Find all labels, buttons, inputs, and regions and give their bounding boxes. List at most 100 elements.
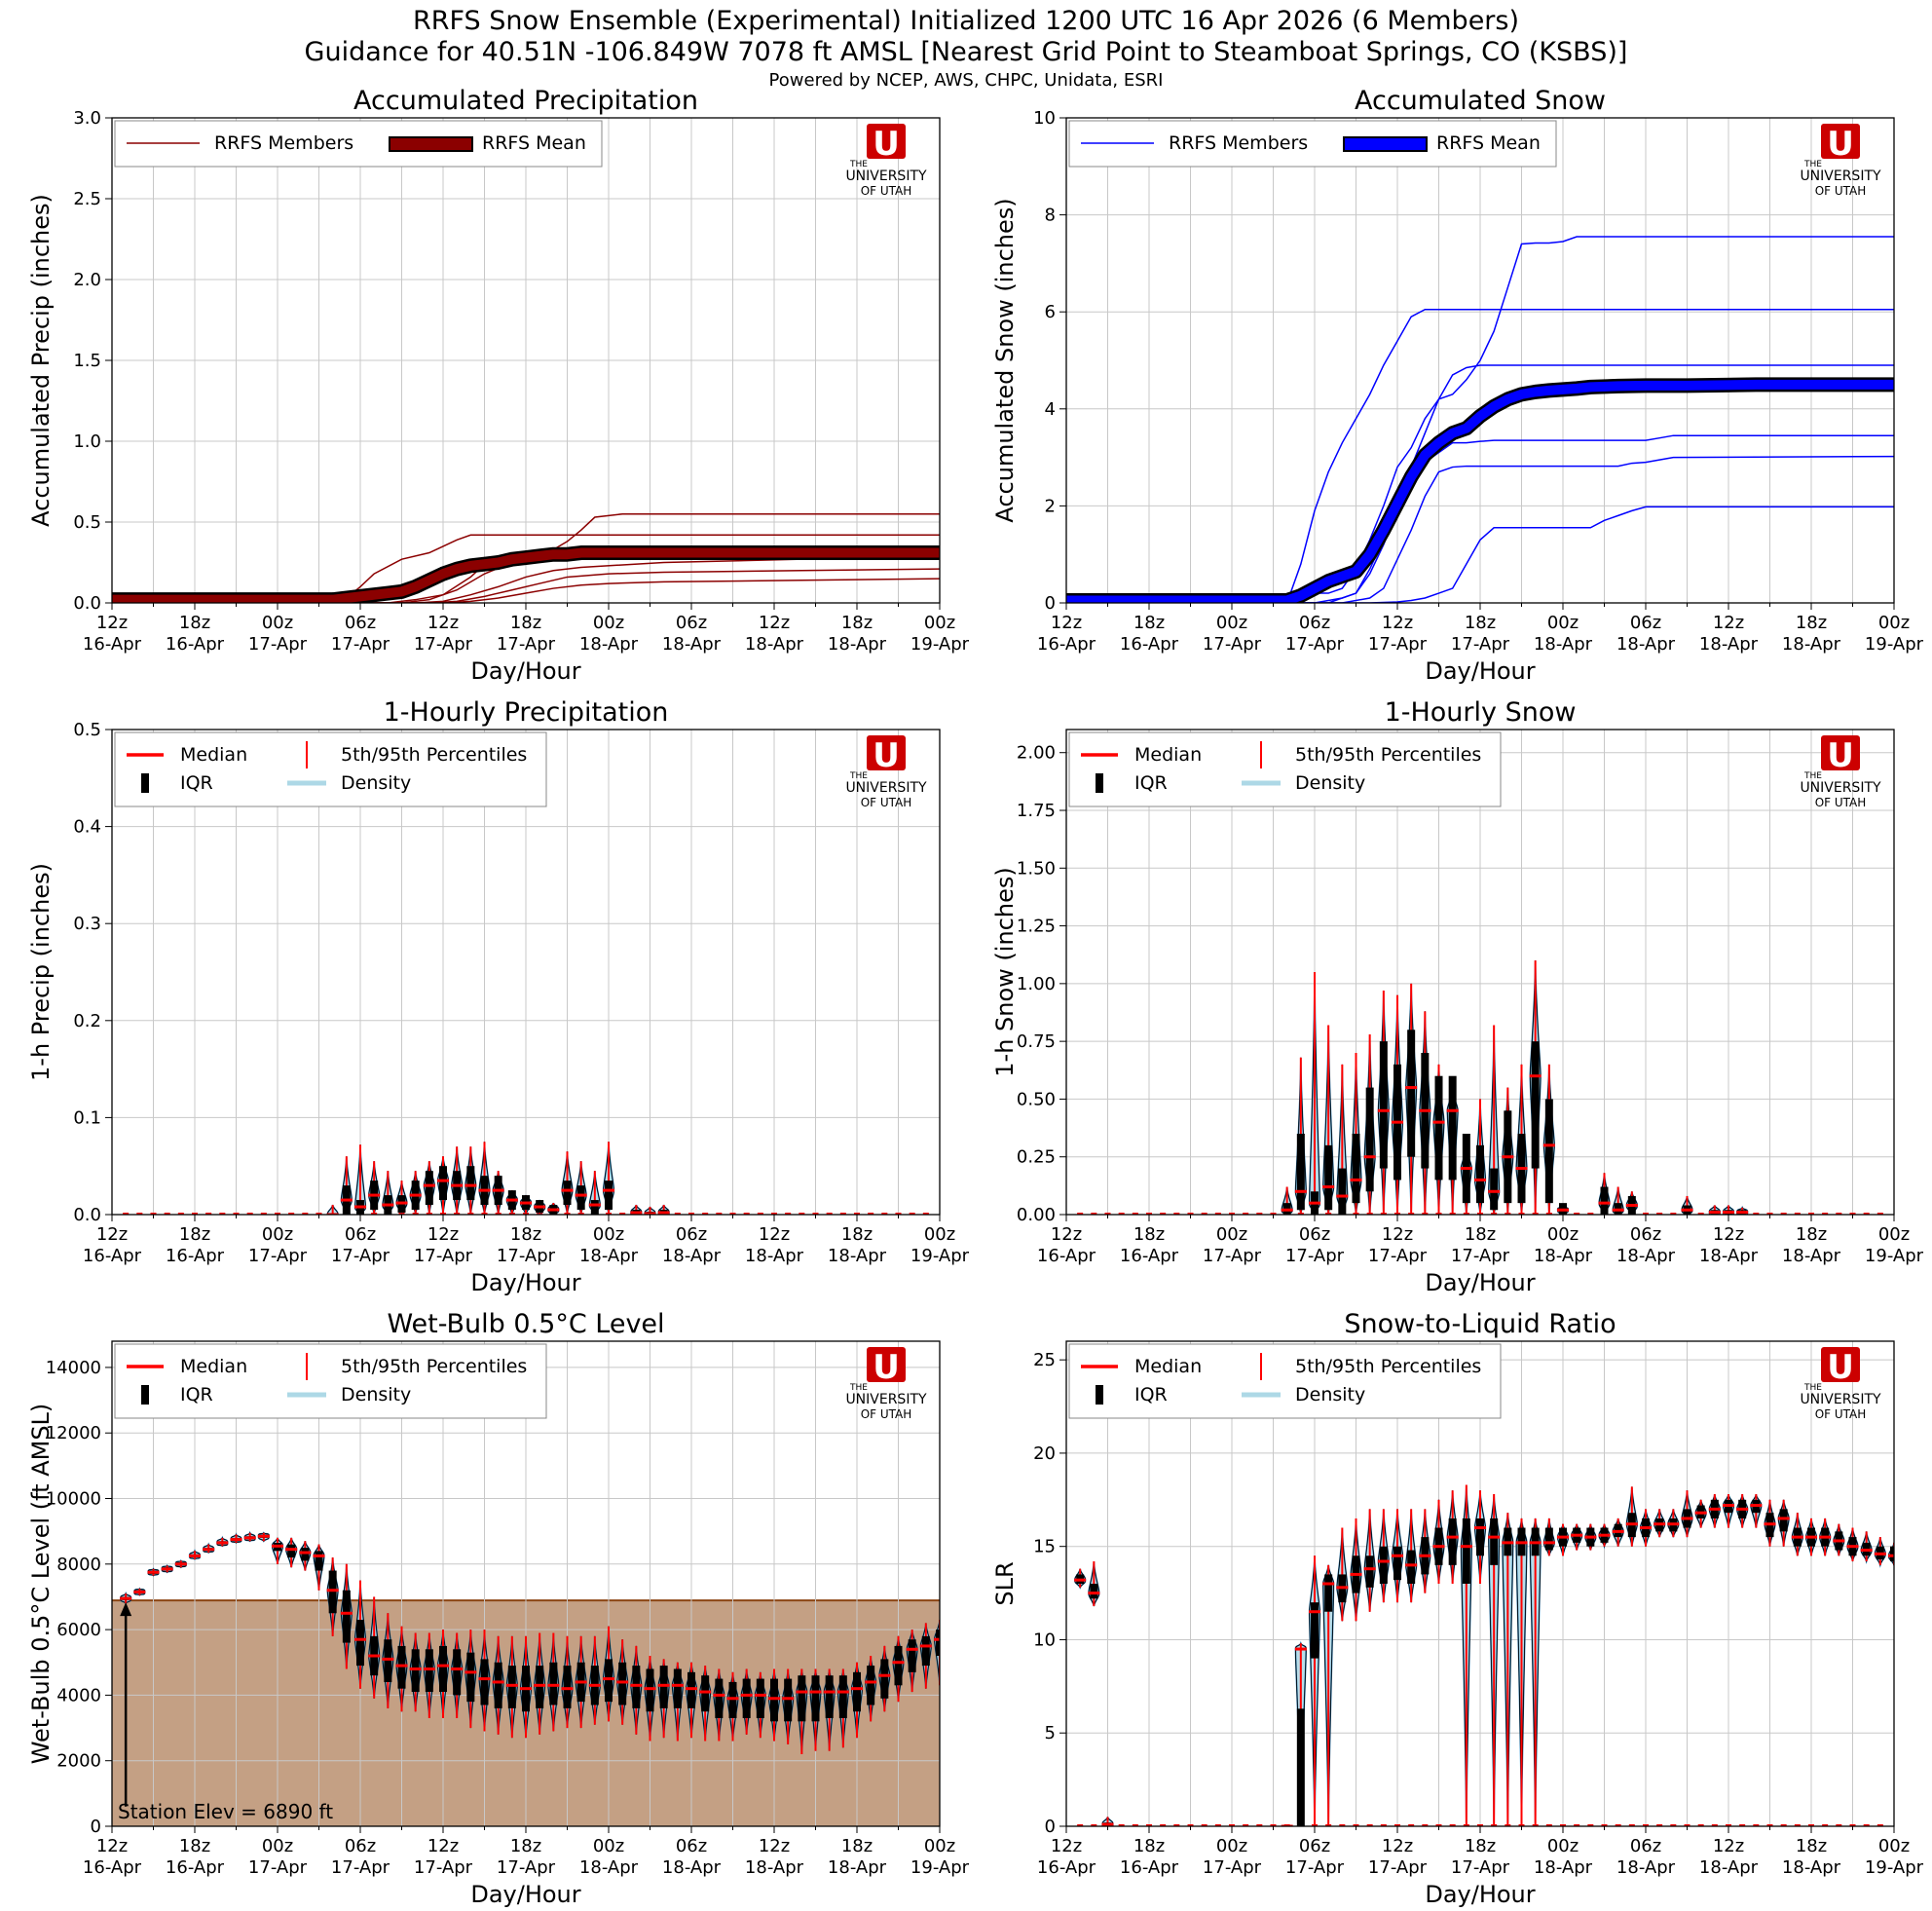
legend-pct-label: 5th/95th Percentiles: [341, 744, 527, 766]
logo-of-utah: OF UTAH: [861, 1407, 912, 1421]
density-violin-edge: [1612, 1186, 1624, 1215]
iqr-box: [397, 1645, 406, 1689]
density-violin-edge: [354, 1580, 366, 1689]
axes-frame: [1065, 1340, 1895, 1827]
x-tick-label: 16-Apr: [1037, 634, 1096, 655]
x-tick-label: 16-Apr: [83, 1246, 142, 1266]
y-tick-label: 10: [1033, 1630, 1056, 1650]
member-line: [1066, 434, 1894, 603]
density-violin-edge: [1819, 1518, 1831, 1556]
y-tick-label: 1.5: [73, 351, 101, 371]
x-tick-label: 16-Apr: [83, 1857, 142, 1878]
legend-member-label: RRFS Members: [1169, 132, 1308, 154]
x-tick-label: 16-Apr: [1120, 1246, 1179, 1266]
x-tick-label: 17-Apr: [1368, 634, 1428, 655]
iqr-box: [1490, 1168, 1499, 1211]
legend-iqr-label: IQR: [1134, 1384, 1168, 1405]
x-tick-label: 12z: [96, 1224, 128, 1245]
legend-pct-label: 5th/95th Percentiles: [341, 1356, 527, 1377]
y-tick-label: 0.75: [1017, 1031, 1056, 1052]
panel-accum-snow: 024681012z16-Apr18z16-Apr00z17-Apr06z17-…: [991, 86, 1924, 685]
x-tick-label: 12z: [427, 1836, 459, 1856]
member-line: [112, 578, 940, 603]
iqr-box: [1324, 1574, 1333, 1612]
x-tick-label: 17-Apr: [248, 634, 308, 655]
density-violin-edge: [1860, 1531, 1873, 1563]
iqr-box: [453, 1649, 462, 1696]
y-axis-label: SLR: [991, 1561, 1019, 1605]
density-violin-edge: [492, 1171, 504, 1215]
x-tick-label: 12z: [1382, 1224, 1413, 1245]
density-violin-edge: [547, 1202, 560, 1215]
density-violin-edge: [823, 1668, 836, 1751]
density-violin-edge: [1502, 1087, 1514, 1215]
density-violin-edge: [1405, 983, 1417, 1215]
density-violin-edge: [1667, 1509, 1680, 1538]
logo-the: THE: [849, 771, 868, 781]
legend: Median 5th/95th Percentiles IQR Density: [1068, 1343, 1502, 1419]
x-tick-label: 12z: [1713, 1224, 1744, 1245]
density-violin-edge: [520, 1635, 532, 1739]
iqr-box: [1393, 1546, 1401, 1581]
y-axis-label: Accumulated Precip (inches): [27, 194, 55, 527]
x-tick-label: 18-Apr: [662, 634, 722, 655]
x-tick-label: 00z: [924, 1836, 955, 1856]
x-tick-label: 18z: [841, 1836, 873, 1856]
iqr-box: [894, 1645, 903, 1686]
x-tick-label: 12z: [1382, 613, 1413, 633]
plot-area: [112, 512, 940, 603]
plot-area: [120, 1530, 940, 1755]
y-tick-label: 0: [91, 1817, 101, 1837]
logo-university: UNIVERSITY: [1800, 1392, 1881, 1407]
iqr-box: [563, 1180, 572, 1206]
x-tick-label: 18z: [1796, 613, 1827, 633]
x-tick-label: 18z: [1796, 1224, 1827, 1245]
y-tick-label: 0.25: [1017, 1147, 1056, 1168]
logo-u-letter: U: [873, 1348, 900, 1387]
y-tick-label: 0.0: [73, 593, 101, 614]
density-violin-edge: [1543, 1064, 1555, 1215]
y-tick-label: 5: [1045, 1723, 1056, 1743]
iqr-box: [342, 1590, 351, 1643]
density-violin-edge: [1529, 960, 1542, 1215]
y-tick-label: 0.5: [73, 720, 101, 740]
x-axis-label: Day/Hour: [470, 1881, 580, 1908]
member-line: [112, 568, 940, 603]
y-tick-label: 4: [1045, 399, 1056, 420]
x-tick-label: 18-Apr: [579, 1857, 639, 1878]
iqr-box: [1531, 1041, 1540, 1169]
density-violin-edge: [616, 1639, 628, 1725]
mean-line: [1066, 379, 1894, 603]
density-violin-edge: [464, 1146, 477, 1215]
y-tick-label: 15: [1033, 1537, 1056, 1557]
legend: Median 5th/95th Percentiles IQR Density: [114, 1343, 547, 1419]
iqr-box: [632, 1666, 641, 1708]
x-tick-label: 18-Apr: [1616, 1857, 1676, 1878]
iqr-box: [1544, 1099, 1553, 1204]
x-axis-label: Day/Hour: [470, 657, 580, 685]
x-tick-label: 00z: [1216, 613, 1247, 633]
x-tick-label: 00z: [593, 613, 624, 633]
iqr-box: [756, 1678, 764, 1718]
y-tick-label: 25: [1033, 1350, 1056, 1370]
density-violin-edge: [409, 1171, 422, 1215]
density-violin-edge: [1488, 1025, 1500, 1215]
x-tick-label: 18-Apr: [1699, 1857, 1759, 1878]
x-tick-label: 18-Apr: [579, 634, 639, 655]
x-tick-label: 00z: [593, 1224, 624, 1245]
x-tick-label: 12z: [427, 1224, 459, 1245]
x-tick-label: 00z: [1547, 613, 1579, 633]
iqr-box: [618, 1662, 627, 1705]
x-tick-label: 00z: [262, 613, 293, 633]
x-tick-label: 16-Apr: [1120, 1857, 1179, 1878]
x-tick-label: 18-Apr: [1616, 634, 1676, 655]
x-tick-label: 18-Apr: [1699, 634, 1759, 655]
density-violin-edge: [1515, 1064, 1528, 1215]
x-tick-label: 06z: [345, 613, 376, 633]
iqr-box: [1448, 1518, 1457, 1565]
iqr-box: [1476, 1518, 1484, 1556]
density-violin-edge: [243, 1531, 256, 1542]
legend: RRFS Members RRFS Mean: [114, 120, 603, 168]
x-tick-label: 16-Apr: [166, 1246, 225, 1266]
iqr-box: [605, 1180, 613, 1211]
